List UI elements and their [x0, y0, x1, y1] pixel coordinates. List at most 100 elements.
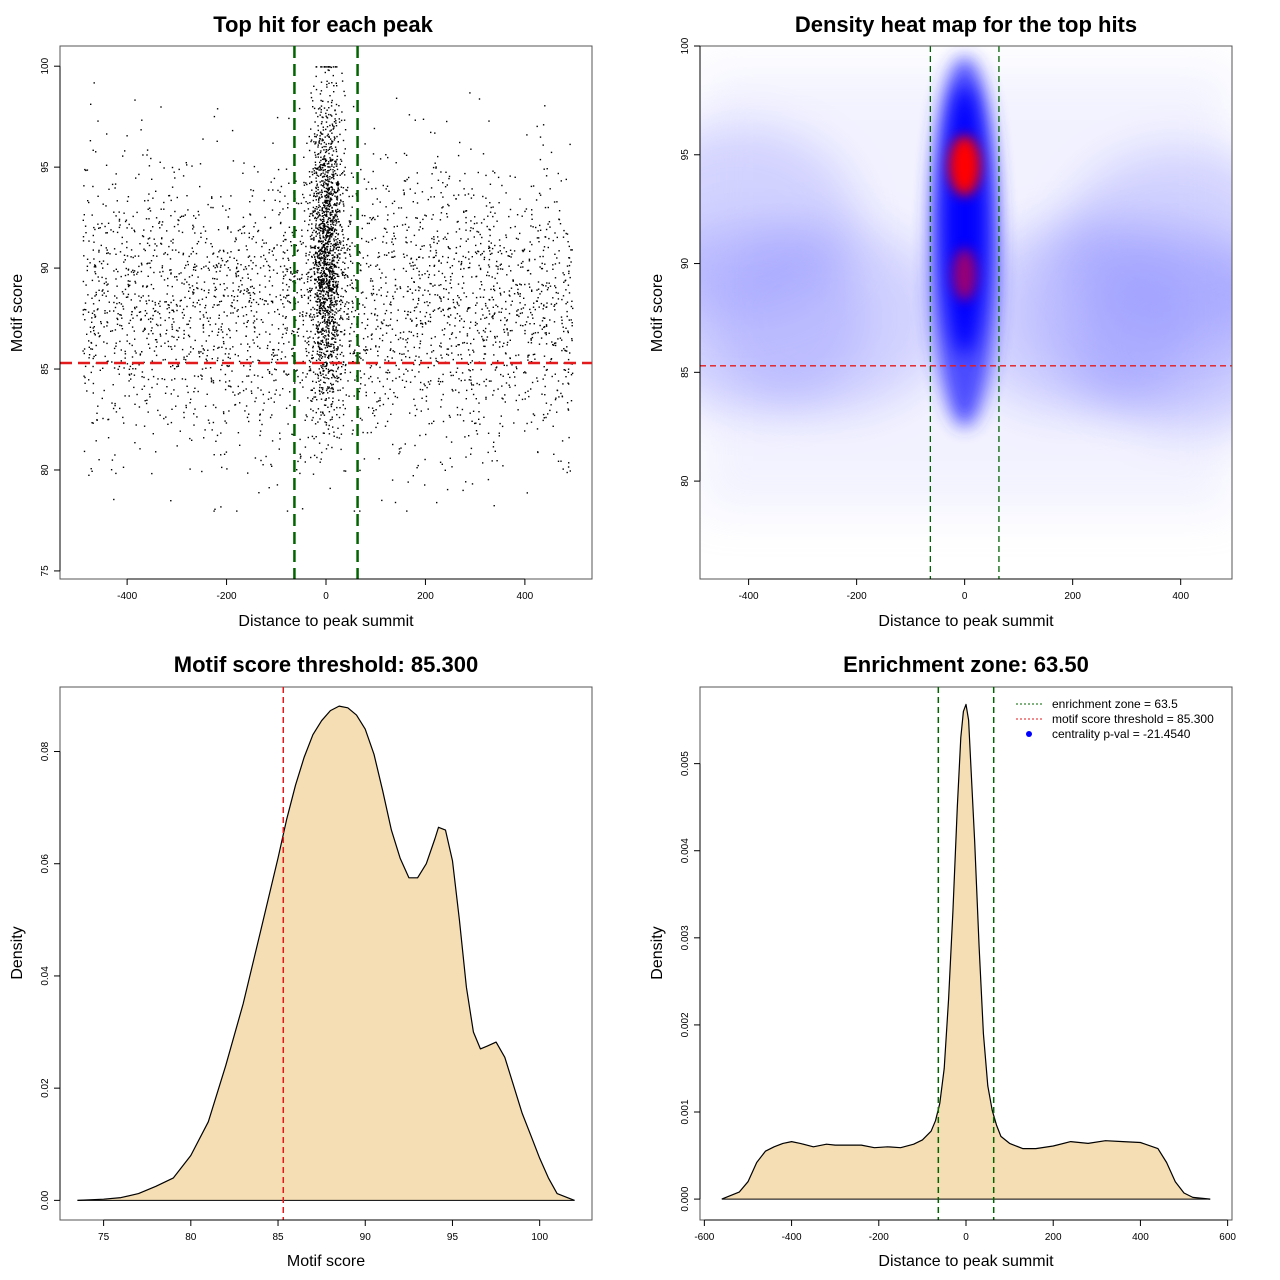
scatter-point — [343, 90, 345, 93]
scatter-point — [456, 313, 459, 315]
scatter-point — [370, 219, 373, 221]
scatter-point — [328, 378, 330, 380]
scatter-point — [333, 376, 335, 378]
scatter-point — [470, 197, 473, 199]
scatter-point — [280, 299, 282, 301]
heatmap-x-tick-label: 200 — [1064, 591, 1081, 602]
scatter-point — [444, 469, 446, 471]
scatter-point — [231, 129, 234, 132]
scatter-point — [330, 223, 332, 226]
scatter-point — [106, 232, 108, 234]
scatter-point — [550, 303, 553, 305]
scatter-point — [415, 306, 418, 308]
scatter-point — [322, 163, 325, 165]
scatter-point — [497, 360, 499, 362]
scatter-point — [337, 180, 339, 183]
scatter-point — [394, 255, 396, 258]
scatter-point — [544, 385, 546, 388]
scatter-point — [567, 408, 569, 410]
scatter-point — [506, 328, 508, 330]
scatter-point — [333, 303, 336, 306]
scatter-point — [98, 289, 100, 291]
scatter-point — [230, 251, 232, 253]
scatter-point — [411, 277, 413, 279]
scatter-point — [322, 369, 325, 372]
scatter-point — [335, 232, 338, 234]
scatter-point — [517, 293, 520, 295]
scatter-point — [118, 211, 120, 213]
scatter-point — [452, 374, 454, 377]
scatter-point — [337, 380, 339, 383]
scatter-point — [564, 280, 566, 282]
scatter-point — [323, 297, 326, 300]
scatter-point — [546, 368, 548, 371]
scatter-point — [319, 226, 322, 228]
scatter-point — [414, 264, 416, 266]
scatter-point — [524, 329, 526, 332]
scatter-point — [268, 372, 271, 374]
scatter-point — [171, 379, 173, 381]
scatter-point — [352, 352, 354, 355]
scatter-point — [317, 421, 319, 423]
scatter-point — [332, 169, 334, 171]
scatter-point — [335, 160, 337, 162]
scatter-point — [127, 269, 130, 271]
scatter-point — [284, 231, 286, 234]
scatter-point — [327, 223, 329, 226]
scatter-point — [334, 192, 336, 194]
scatter-point — [305, 348, 307, 350]
scatter-point — [198, 356, 201, 358]
scatter-point — [148, 193, 150, 195]
scatter-point — [323, 381, 325, 383]
scatter-point — [399, 451, 401, 453]
scatter-point — [511, 253, 513, 255]
scatter-point — [341, 247, 343, 249]
scatter-point — [434, 162, 436, 164]
scatter-point — [325, 281, 327, 283]
scatter-point — [409, 188, 411, 190]
scatter-point — [215, 440, 217, 442]
scatter-point — [487, 271, 489, 273]
scatter-point — [279, 222, 282, 225]
scatter-point — [460, 353, 462, 356]
scatter-point — [309, 213, 312, 215]
scatter-point — [147, 295, 150, 297]
scatter-point — [472, 227, 474, 230]
scatter-point — [383, 319, 385, 321]
scatter-point — [133, 386, 135, 389]
scatter-point — [249, 213, 251, 215]
scatter-point — [338, 399, 340, 401]
scatter-point — [330, 267, 332, 269]
scatter-point — [509, 339, 511, 341]
scatter-point — [424, 289, 426, 291]
scatter-point — [492, 215, 494, 218]
scatter-point — [318, 196, 320, 198]
scatter-point — [319, 299, 321, 301]
scatter-point — [353, 351, 355, 353]
scatter-point — [465, 240, 467, 242]
scatter-point — [117, 318, 119, 321]
scatter-point — [481, 252, 483, 255]
scatter-point — [427, 366, 429, 369]
scatter-point — [528, 258, 531, 260]
scatter-point — [351, 206, 353, 208]
scatter-point — [170, 421, 173, 424]
scatter-point — [151, 360, 153, 362]
scatter-point — [425, 433, 427, 436]
scatter-point — [409, 311, 412, 313]
scatter-point — [239, 444, 241, 446]
scatter-point — [84, 365, 87, 368]
scatter-point — [349, 333, 351, 335]
scatter-point — [134, 230, 136, 233]
scatter-point — [270, 226, 272, 229]
motif-density-x-tick-label: 80 — [185, 1232, 197, 1243]
scatter-point — [371, 294, 373, 296]
scatter-point — [332, 370, 335, 372]
scatter-point — [370, 334, 373, 336]
scatter-point — [508, 384, 510, 386]
scatter-point — [111, 183, 114, 186]
scatter-point — [414, 306, 416, 309]
scatter-point — [405, 356, 407, 358]
scatter-point — [129, 284, 131, 286]
scatter-point — [404, 180, 407, 182]
